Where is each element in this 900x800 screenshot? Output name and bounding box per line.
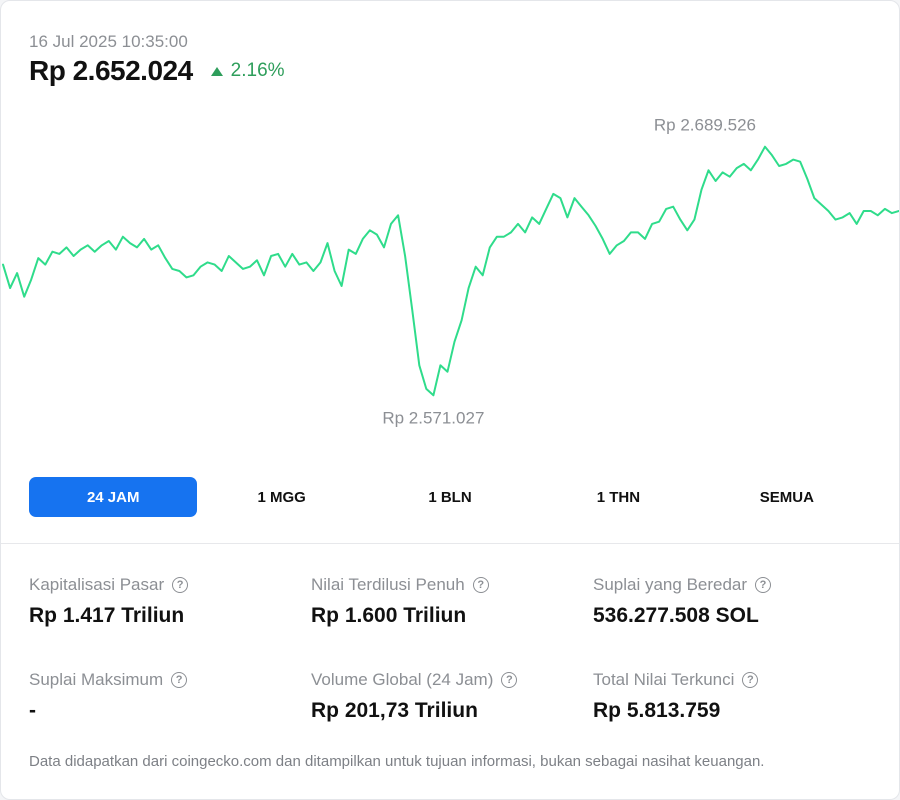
stat-value: Rp 201,73 Triliun <box>311 699 478 722</box>
timeframe-tabs: 24 JAM 1 MGG 1 BLN 1 THN SEMUA <box>29 477 871 517</box>
help-icon[interactable]: ? <box>742 672 759 688</box>
price-series-line <box>2 145 899 397</box>
section-divider <box>1 543 899 544</box>
price-line-chart[interactable]: Rp 2.689.526 Rp 2.571.027 <box>1 111 899 451</box>
stat-value: Rp 1.600 Triliun <box>311 604 467 627</box>
price-change-percent: 2.16% <box>230 60 285 81</box>
stat-max-supply: Suplai Maksimum? - <box>29 668 311 723</box>
help-icon[interactable]: ? <box>172 577 189 593</box>
triangle-up-icon <box>210 66 223 76</box>
help-icon[interactable]: ? <box>755 577 772 593</box>
stat-fully-diluted: Nilai Terdilusi Penuh? Rp 1.600 Triliun <box>311 573 593 628</box>
stat-label: Suplai Maksimum <box>29 670 164 689</box>
tab-1-thn[interactable]: 1 THN <box>596 488 641 506</box>
current-price: Rp 2.652.024 <box>29 55 193 86</box>
high-price-label: Rp 2.689.526 <box>654 116 756 135</box>
disclaimer: Data didapatkan dari coingecko.com dan d… <box>29 753 765 770</box>
low-price-label: Rp 2.571.027 <box>382 408 484 427</box>
stat-label: Total Nilai Terkunci <box>593 670 735 689</box>
tab-1-mgg[interactable]: 1 MGG <box>257 488 306 506</box>
tab-1-bln[interactable]: 1 BLN <box>428 488 472 506</box>
help-icon[interactable]: ? <box>171 672 188 688</box>
stat-value: Rp 1.417 Triliun <box>29 604 185 627</box>
stat-label: Suplai yang Beredar <box>593 575 748 594</box>
help-icon[interactable]: ? <box>501 672 518 688</box>
stat-label: Kapitalisasi Pasar <box>29 575 165 594</box>
stat-total-value-locked: Total Nilai Terkunci? Rp 5.813.759 <box>593 668 875 723</box>
stat-label: Nilai Terdilusi Penuh <box>311 575 465 594</box>
stat-circulating-supply: Suplai yang Beredar? 536.277.508 SOL <box>593 573 875 628</box>
stat-label: Volume Global (24 Jam) <box>311 670 494 689</box>
help-icon[interactable]: ? <box>472 577 489 593</box>
stat-value: Rp 5.813.759 <box>593 699 721 722</box>
price-row: Rp 2.652.024 2.16% <box>29 55 285 87</box>
price-change: 2.16% <box>210 60 285 82</box>
tab-semua[interactable]: SEMUA <box>759 488 814 506</box>
stat-global-volume: Volume Global (24 Jam)? Rp 201,73 Triliu… <box>311 668 593 723</box>
timestamp: 16 Jul 2025 10:35:00 <box>29 32 188 51</box>
stat-market-cap: Kapitalisasi Pasar? Rp 1.417 Triliun <box>29 573 311 628</box>
stat-value: - <box>29 699 36 722</box>
stat-value: 536.277.508 SOL <box>593 604 759 627</box>
tab-24-jam[interactable]: 24 JAM <box>29 477 198 517</box>
stats-grid: Kapitalisasi Pasar? Rp 1.417 Triliun Nil… <box>29 573 875 723</box>
